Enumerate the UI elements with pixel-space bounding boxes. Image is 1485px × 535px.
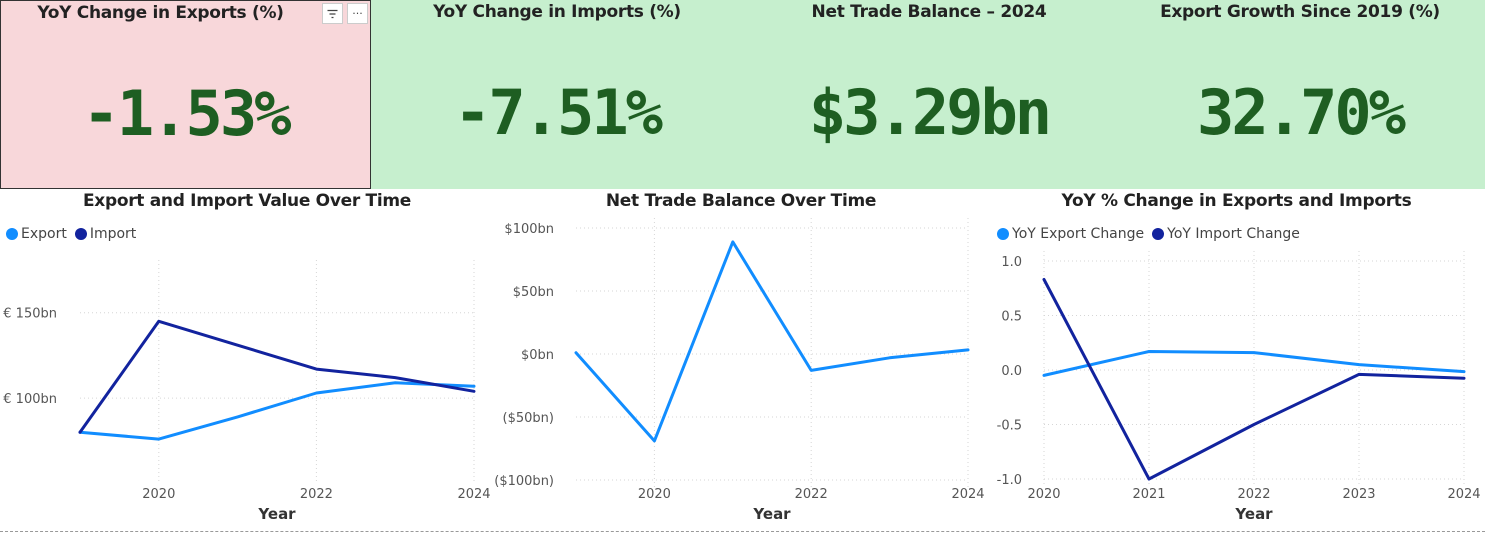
kpi-card-import-change[interactable]: YoY Change in Imports (%) -7.51%: [371, 0, 743, 189]
legend-item-export[interactable]: Export: [6, 226, 67, 242]
x-tick-label: 2024: [457, 487, 490, 502]
chart-plot: € 100bn € 150bn 2020 2022 2024 Year: [3, 260, 491, 523]
kpi-title: Net Trade Balance – 2024: [811, 2, 1047, 22]
y-tick-label: $100bn: [504, 222, 554, 237]
legend-item-yoy-import[interactable]: YoY Import Change: [1152, 226, 1300, 242]
chart-yoy-change[interactable]: YoY % Change in Exports and Imports YoY …: [988, 190, 1485, 530]
x-tick-label: 2020: [638, 487, 671, 502]
legend-marker: [6, 228, 18, 240]
chart-plot: -1.0 -0.5 0.0 0.5 1.0 2020 2021 2022 2023 2024 Yea…: [997, 251, 1481, 523]
chart-net-trade-balance[interactable]: Net Trade Balance Over Time ($100bn) ($50…: [494, 190, 988, 530]
kpi-value: -7.51%: [454, 76, 663, 149]
kpi-title: YoY Change in Exports (%): [37, 3, 284, 23]
y-tick-label: ($100bn): [494, 474, 554, 489]
legend-item-yoy-export[interactable]: YoY Export Change: [997, 226, 1144, 242]
series-line-import[interactable]: [78, 319, 476, 434]
legend-marker: [997, 228, 1009, 240]
x-tick-label: 2022: [795, 487, 828, 502]
chart-title: YoY % Change in Exports and Imports: [1061, 191, 1412, 211]
y-tick-label: € 100bn: [3, 392, 57, 407]
x-tick-label: 2021: [1132, 487, 1165, 502]
x-axis-title: Year: [752, 505, 791, 523]
series-line-export[interactable]: [78, 381, 476, 441]
x-tick-label: 2022: [1237, 487, 1270, 502]
kpi-title: YoY Change in Imports (%): [433, 2, 681, 22]
y-tick-label: 0.5: [1001, 310, 1022, 325]
kpi-value: -1.53%: [82, 77, 292, 150]
kpi-card-export-change[interactable]: YoY Change in Exports (%) -1.53% ···: [0, 0, 371, 189]
y-tick-label: 1.0: [1001, 255, 1022, 270]
x-tick-label: 2024: [1447, 487, 1480, 502]
y-tick-label: -1.0: [997, 473, 1022, 488]
visual-header-tools: ···: [322, 3, 368, 24]
legend: Export Import: [6, 226, 136, 242]
x-tick-label: 2020: [142, 487, 175, 502]
legend-marker: [1152, 228, 1165, 240]
filter-icon[interactable]: [322, 3, 343, 24]
kpi-value: $3.29bn: [808, 76, 1052, 149]
legend-item-import[interactable]: Import: [74, 226, 137, 242]
page-bottom-border: [0, 531, 1485, 532]
y-tick-label: $0bn: [521, 348, 554, 363]
y-tick-label: € 150bn: [3, 307, 57, 322]
x-tick-label: 2023: [1342, 487, 1375, 502]
series-line-net-balance[interactable]: [574, 240, 970, 443]
series-line-yoy-import-change[interactable]: [1042, 278, 1466, 481]
chart-export-import-value[interactable]: Export and Import Value Over Time Export…: [0, 190, 494, 530]
kpi-title: Export Growth Since 2019 (%): [1160, 2, 1440, 22]
x-axis-title: Year: [257, 505, 296, 523]
chart-title: Export and Import Value Over Time: [82, 191, 412, 211]
x-tick-label: 2024: [951, 487, 984, 502]
x-tick-label: 2022: [300, 487, 333, 502]
legend: YoY Export Change YoY Import Change: [997, 226, 1300, 242]
more-options-icon[interactable]: ···: [347, 3, 368, 24]
legend-marker: [74, 228, 87, 240]
chart-plot: ($100bn) ($50bn) $0bn $50bn $100bn 2020 2022 20…: [494, 218, 985, 523]
x-tick-label: 2020: [1027, 487, 1060, 502]
series-line-yoy-export-change[interactable]: [1042, 350, 1466, 377]
kpi-card-export-growth[interactable]: Export Growth Since 2019 (%) 32.70%: [1115, 0, 1485, 189]
legend-label: Import: [89, 226, 137, 242]
kpi-row: YoY Change in Exports (%) -1.53% ··· YoY…: [0, 0, 1485, 189]
legend-label: YoY Import Change: [1167, 226, 1300, 242]
x-axis-title: Year: [1234, 505, 1273, 523]
y-tick-label: 0.0: [1001, 364, 1022, 379]
legend-label: YoY Export Change: [1012, 226, 1145, 242]
y-tick-label: $50bn: [513, 285, 554, 300]
chart-title: Net Trade Balance Over Time: [605, 191, 877, 211]
y-tick-label: ($50bn): [503, 411, 554, 426]
y-tick-label: -0.5: [997, 419, 1022, 434]
kpi-value: 32.70%: [1197, 76, 1406, 149]
legend-label: Export: [21, 226, 67, 242]
kpi-card-net-trade-balance[interactable]: Net Trade Balance – 2024 $3.29bn: [743, 0, 1115, 189]
